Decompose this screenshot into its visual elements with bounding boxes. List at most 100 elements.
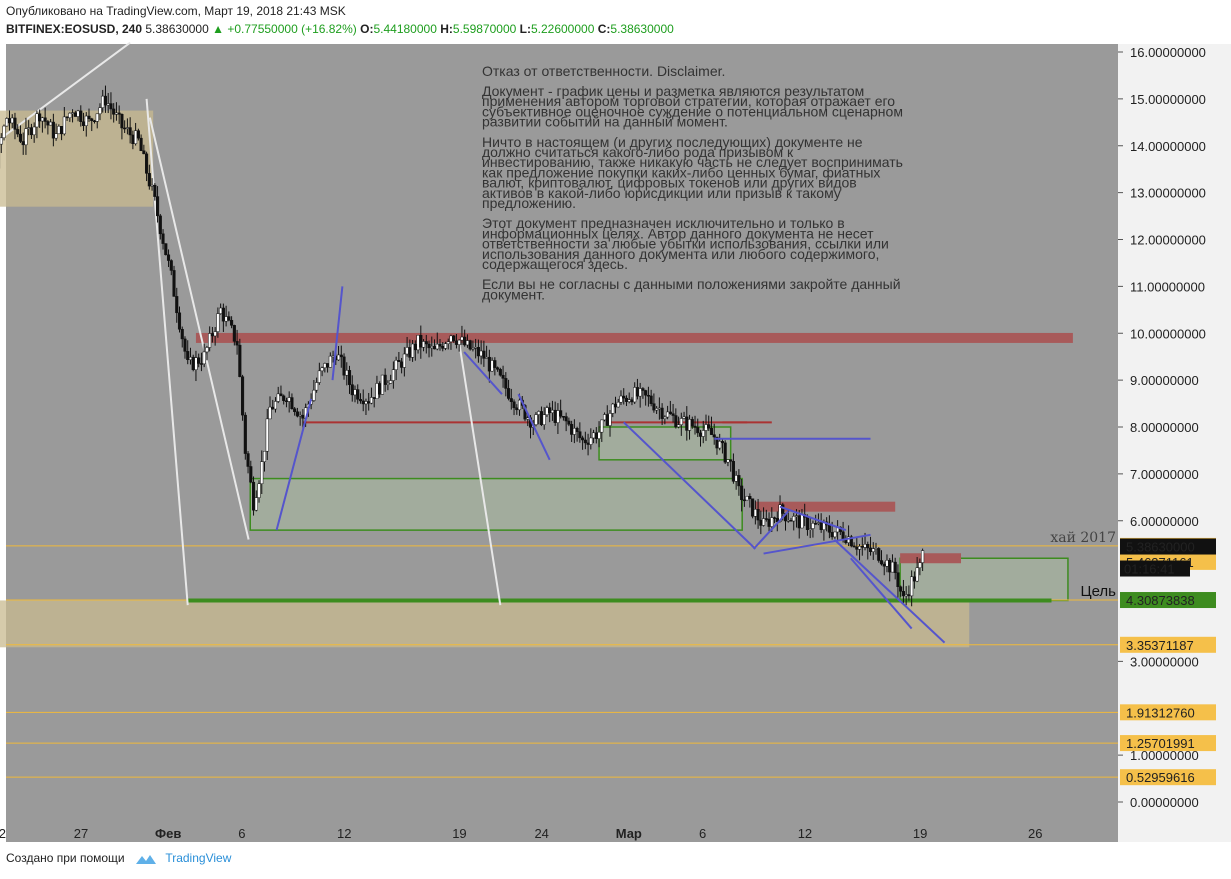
trendlines-layer xyxy=(275,286,946,644)
candle-up xyxy=(27,127,31,129)
candle-up xyxy=(627,399,631,402)
level-label-tag xyxy=(1120,636,1216,653)
candle-down xyxy=(674,415,678,428)
candle-up xyxy=(657,407,661,410)
high-2017-label: хай 2017 xyxy=(1050,530,1116,546)
y-tick-label: 10.00000000 xyxy=(1130,326,1206,341)
candle-down xyxy=(548,407,552,414)
price-axis[interactable] xyxy=(1118,44,1231,842)
candle-down xyxy=(295,411,299,417)
candle-down xyxy=(805,517,809,530)
candle-down xyxy=(468,340,472,350)
countdown-tag xyxy=(1120,560,1190,577)
candle-down xyxy=(139,137,143,152)
blue-trendline xyxy=(517,393,551,461)
candle-down xyxy=(737,475,741,487)
candle-up xyxy=(202,351,206,365)
candle-down xyxy=(16,129,20,135)
candle-up xyxy=(114,112,118,115)
candle-down xyxy=(282,395,286,401)
y-tick-label: 9.00000000 xyxy=(1130,373,1199,388)
candle-down xyxy=(103,95,108,106)
candle-down xyxy=(18,133,23,142)
candle-up xyxy=(386,382,390,385)
level-label: 1.25701991 xyxy=(1126,736,1195,751)
candle-up xyxy=(608,413,612,426)
candle-down xyxy=(507,388,511,399)
x-tick-label: Мар xyxy=(616,826,642,841)
candle-up xyxy=(422,341,426,348)
candle-up xyxy=(213,331,217,337)
candle-up xyxy=(457,339,461,345)
y-tick-label: 8.00000000 xyxy=(1130,420,1199,435)
candle-down xyxy=(408,347,412,358)
candle-down xyxy=(723,442,727,463)
candle-up xyxy=(364,401,368,405)
candle-up xyxy=(287,397,291,402)
candle-down xyxy=(660,407,664,419)
candle-up xyxy=(449,335,453,343)
candle-up xyxy=(125,127,129,129)
candle-up xyxy=(394,360,398,370)
candle-down xyxy=(153,184,157,197)
level-label: 4.30873838 xyxy=(1126,593,1195,608)
candle-up xyxy=(800,514,804,529)
plot-area[interactable] xyxy=(6,44,1118,842)
candle-down xyxy=(482,350,486,359)
high-value: 5.59870000 xyxy=(452,22,517,36)
candle-up xyxy=(704,424,708,431)
candle-down xyxy=(578,431,582,439)
candle-down xyxy=(899,586,903,592)
candle-up xyxy=(485,356,489,359)
candle-up xyxy=(701,430,705,437)
candle-up xyxy=(0,137,3,145)
y-tick-label: 11.00000000 xyxy=(1130,279,1205,294)
candle-down xyxy=(347,370,352,385)
candle-up xyxy=(257,483,261,498)
candle-down xyxy=(147,173,151,187)
candle-down xyxy=(613,403,618,408)
footer: Создано при помощи TradingView xyxy=(6,851,231,866)
candle-up xyxy=(32,126,36,136)
candle-up xyxy=(910,576,914,597)
y-axis-ticks: 16.00000000 15.00000000 14.00000000 13.0000… xyxy=(1118,45,1206,810)
candle-down xyxy=(271,406,275,410)
candle-up xyxy=(915,567,919,582)
blue-trendline xyxy=(779,505,847,532)
candle-down xyxy=(43,117,47,122)
candle-down xyxy=(819,522,823,530)
blue-trendline xyxy=(850,557,913,630)
symbol-label[interactable]: BITFINEX:EOSUSD, 240 xyxy=(6,22,143,36)
candle-up xyxy=(40,117,44,122)
white-trendline xyxy=(458,342,502,606)
x-tick-label: 12 xyxy=(337,826,351,841)
candle-down xyxy=(698,432,703,437)
candle-down xyxy=(397,360,401,363)
candle-up xyxy=(890,561,895,573)
candle-up xyxy=(84,115,88,126)
published-caption: Опубликовано на TradingView.com, Март 19… xyxy=(6,4,346,18)
candle-down xyxy=(912,576,916,582)
disclaimer-line: должно считаться какого-либо рода призыв… xyxy=(482,144,794,160)
candle-up xyxy=(726,459,730,463)
candle-down xyxy=(888,560,892,573)
candle-down xyxy=(504,378,508,389)
candle-up xyxy=(786,520,790,522)
candle-up xyxy=(616,401,620,408)
current-price-label: 5.38630000 xyxy=(1126,540,1195,555)
candle-down xyxy=(301,414,305,419)
time-axis xyxy=(6,820,1118,842)
white-lines-layer xyxy=(0,41,502,606)
candle-down xyxy=(120,114,124,129)
candle-up xyxy=(273,401,278,410)
disclaimer-line: Документ - график цены и разметка являют… xyxy=(482,83,864,99)
candle-up xyxy=(443,343,448,349)
candle-down xyxy=(907,594,911,597)
tradingview-link[interactable]: TradingView xyxy=(165,851,232,865)
candle-down xyxy=(644,390,648,396)
disclaimer-line: как предложение покупки каких-либо ценны… xyxy=(482,164,880,180)
candle-up xyxy=(402,353,406,368)
x-tick-label: 19 xyxy=(452,826,466,841)
blue-trendline xyxy=(752,510,789,550)
